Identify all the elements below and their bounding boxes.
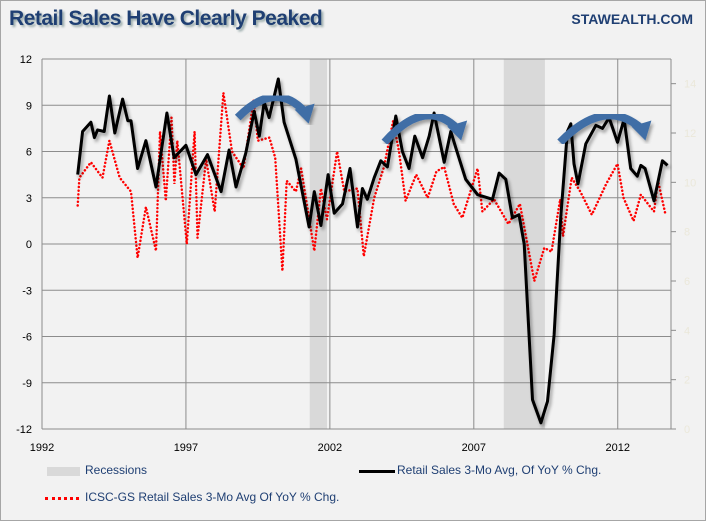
curved-arrow-annotation [557, 111, 652, 146]
chart-title: Retail Sales Have Clearly Peaked [9, 7, 323, 30]
y-tick-label: 9 [26, 100, 32, 112]
x-tick-label: 1992 [30, 442, 54, 454]
legend-swatch-recessions [47, 467, 80, 476]
y-tick-label: -3 [22, 285, 32, 297]
y-tick-label: -6 [22, 332, 32, 344]
x-tick-label: 2012 [606, 442, 630, 454]
y-tick-label: -12 [16, 424, 32, 436]
y-tick-label: 6 [26, 147, 32, 159]
y2-tick-label: 0 [684, 424, 690, 436]
x-tick-label: 2007 [462, 442, 486, 454]
y-tick-label: 0 [26, 239, 32, 251]
curved-arrow-annotation [234, 93, 315, 124]
legend-label-recessions: Recessions [85, 463, 148, 477]
legend-swatch-icsc [45, 497, 79, 500]
curved-arrow-annotation [381, 111, 468, 145]
legend-label-retail: Retail Sales 3-Mo Avg, Of YoY % Chg. [397, 463, 602, 477]
y2-tick-label: 12 [684, 128, 696, 140]
y-tick-label: 3 [26, 193, 32, 205]
y-tick-label: 12 [20, 54, 32, 66]
y2-tick-label: 2 [684, 375, 690, 387]
x-tick-label: 2002 [318, 442, 342, 454]
series-line-retail [76, 77, 669, 425]
y2-tick-label: 4 [684, 325, 690, 337]
legend-swatch-retail [359, 470, 395, 473]
brand-logo-text: STAWEALTH.COM [571, 11, 693, 27]
y2-tick-label: 14 [684, 79, 696, 91]
y2-tick-label: 10 [684, 177, 696, 189]
y-tick-label: -9 [22, 378, 32, 390]
y2-tick-label: 8 [684, 227, 690, 239]
x-tick-label: 1997 [174, 442, 198, 454]
y2-tick-label: 6 [684, 276, 690, 288]
legend-label-icsc: ICSC-GS Retail Sales 3-Mo Avg Of YoY % C… [85, 490, 340, 504]
